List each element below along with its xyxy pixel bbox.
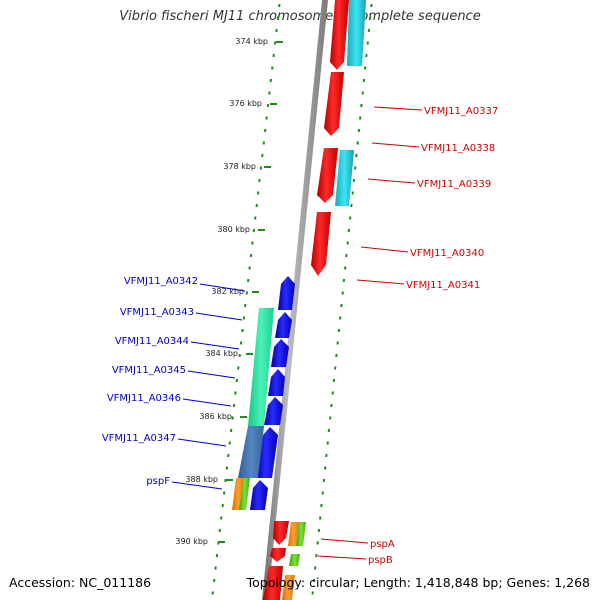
gene-label-forward: VFMJ11_A0341 [406,280,480,291]
leader-line [356,279,405,285]
gene-arrow-forward [330,0,349,70]
gene-arrow-reverse [250,480,268,510]
gene-label-reverse: VFMJ11_A0344 [115,336,189,347]
gene-arrow-forward [289,554,300,566]
gene-label-reverse: VFMJ11_A0345 [112,365,186,376]
gene-label-reverse: pspF [146,476,170,487]
gene-label-reverse: VFMJ11_A0347 [102,433,176,444]
leader-line [177,438,227,447]
gene-arrow-forward [273,521,289,545]
sequence-summary: Topology: circular; Length: 1,418,848 bp… [246,575,590,590]
accession-text: Accession: NC_011186 [9,575,152,590]
gene-arrow-forward [347,0,366,66]
gene-label-forward: VFMJ11_A0338 [421,143,495,154]
tick-label: 374 kbp [235,37,268,46]
leader-line [367,178,416,184]
gene-block-reverse [248,308,274,426]
forward-strand-genes [263,0,366,600]
gene-arrow-forward [324,72,344,136]
leader-line [182,398,232,407]
gene-arrow-forward [288,522,299,546]
leader-line [187,370,236,379]
gene-arrow-reverse [256,427,278,478]
tick-label: 378 kbp [223,162,256,171]
gene-arrow-forward [270,548,286,562]
map-title: Vibrio fischeri MJ11 chromosome II, comp… [119,9,481,24]
gene-arrow-reverse [271,339,289,367]
gene-arrow-forward [296,522,306,546]
gene-arrow-reverse [278,276,295,310]
gene-label-reverse: VFMJ11_A0342 [124,276,198,287]
tick-label: 384 kbp [205,349,238,358]
gene-label-forward: VFMJ11_A0339 [417,179,491,190]
reverse-strand-genes [232,276,295,510]
leader-line [190,341,240,350]
scale-ticks: 374 kbp 376 kbp 378 kbp 380 kbp 382 kbp … [175,37,283,546]
leader-line [199,283,246,292]
gene-label-forward: VFMJ11_A0337 [424,106,498,117]
forward-gene-labels: VFMJ11_A0337 VFMJ11_A0338 VFMJ11_A0339 V… [317,106,498,566]
leader-line [320,538,369,544]
gene-arrow-forward [335,150,354,206]
tick-label: 388 kbp [185,475,218,484]
leader-line [317,555,367,560]
gene-block-reverse [239,478,250,510]
gene-label-reverse: VFMJ11_A0343 [120,307,194,318]
gene-arrow-forward [317,148,338,203]
leader-line [195,312,243,321]
leader-line [371,142,420,148]
tick-label: 390 kbp [175,537,208,546]
gene-block-reverse [238,426,264,478]
leader-line [171,481,223,490]
gene-label-forward: VFMJ11_A0340 [410,248,484,259]
backbone-track [262,0,328,600]
tick-label: 376 kbp [229,99,262,108]
gene-arrow-forward [311,212,331,276]
tick-label: 382 kbp [211,287,244,296]
gene-label-reverse: VFMJ11_A0346 [107,393,181,404]
gene-arrow-forward [282,575,295,600]
leader-line [373,106,423,111]
tick-label: 386 kbp [199,412,232,421]
gene-arrow-reverse [268,369,285,396]
gene-label-forward: pspA [370,539,395,550]
gc-content-rails [211,3,373,595]
gene-label-forward: pspB [368,555,393,566]
reverse-gene-labels: VFMJ11_A0342 VFMJ11_A0343 VFMJ11_A0344 V… [102,276,246,490]
gene-arrow-reverse [275,312,292,338]
gene-arrow-reverse [264,397,283,425]
tick-label: 380 kbp [217,225,250,234]
leader-line [360,246,409,253]
gene-arrow-forward [263,566,283,600]
